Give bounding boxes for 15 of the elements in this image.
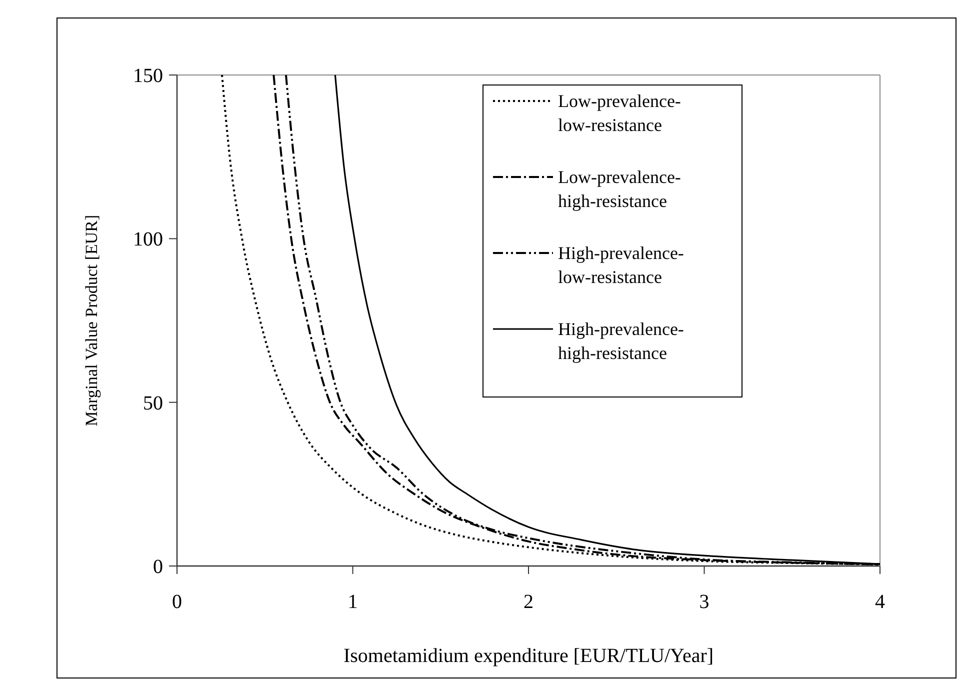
legend-label: Low-prevalence-high-resistance	[558, 167, 681, 211]
legend-label: High-prevalence-high-resistance	[558, 319, 684, 363]
y-tick-label: 150	[133, 65, 163, 87]
y-tick-label: 0	[153, 556, 163, 578]
x-tick-label: 1	[348, 591, 358, 613]
y-tick-label: 100	[133, 228, 163, 251]
x-tick-label: 2	[524, 591, 534, 613]
y-tick-label: 50	[143, 392, 163, 414]
x-axis-title: Isometamidium expenditure [EUR/TLU/Year]	[343, 645, 714, 667]
x-tick-label: 0	[172, 591, 182, 613]
legend-label: High-prevalence-low-resistance	[558, 243, 684, 287]
legend-label: Low-prevalence-low-resistance	[558, 91, 681, 135]
x-tick-label: 4	[875, 591, 885, 613]
x-tick-label: 3	[699, 591, 710, 613]
y-axis-title: Marginal Value Product [EUR]	[82, 214, 101, 426]
